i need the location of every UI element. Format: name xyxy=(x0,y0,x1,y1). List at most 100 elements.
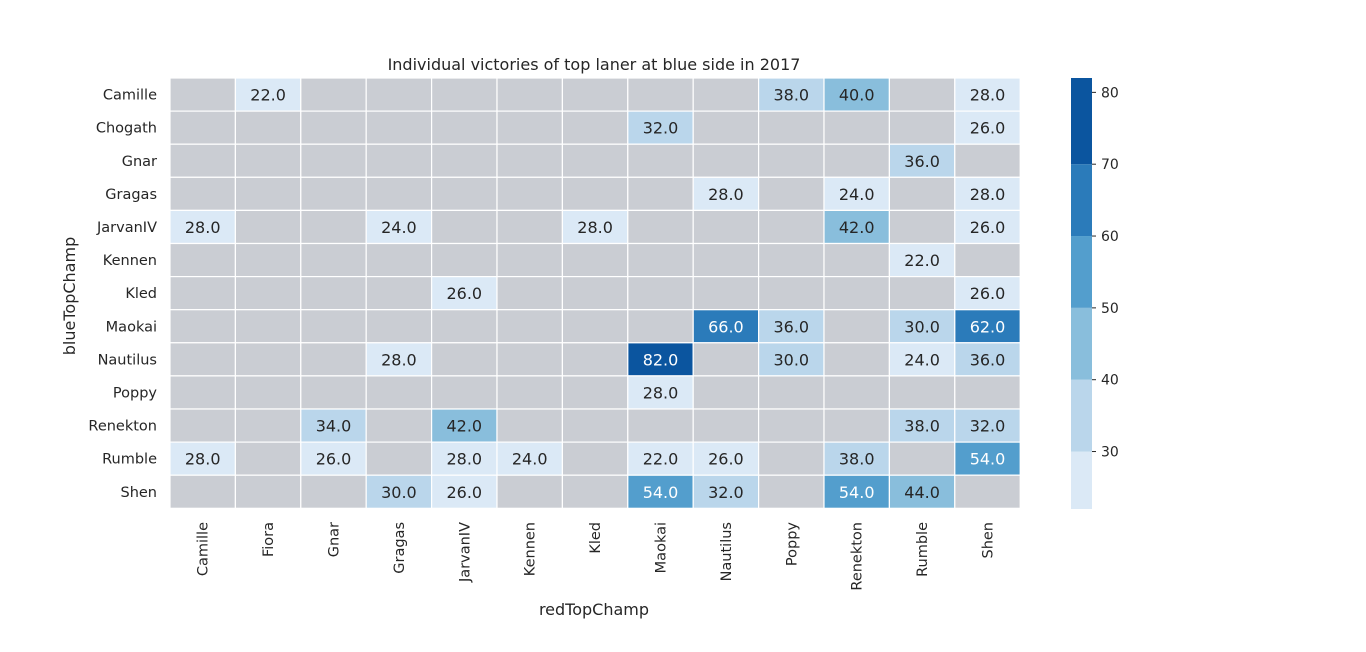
colorbar-tick-label: 80 xyxy=(1101,85,1119,101)
cell-value-labels: 22.0 38.0 40.0 28.0 32.0 26.0 36.0 28.0 24.0 28.0… xyxy=(185,86,1005,502)
heatmap-cell xyxy=(888,209,956,245)
heatmap-cell xyxy=(365,242,433,278)
heatmap-cell xyxy=(234,209,302,245)
heatmap-cell xyxy=(300,143,367,178)
heatmap-cell xyxy=(692,342,760,377)
heatmap-cell xyxy=(954,110,1021,145)
heatmap-cell xyxy=(365,309,433,344)
cell-value-label: 28.0 xyxy=(643,383,679,402)
cell-value-label: 40.0 xyxy=(839,86,875,105)
heatmap-cell xyxy=(888,242,956,278)
heatmap-cell xyxy=(757,242,825,278)
heatmap-cell xyxy=(823,375,891,410)
heatmap-cell xyxy=(496,77,564,112)
y-axis-label: blueTopChamp xyxy=(60,237,79,355)
heatmap-cell xyxy=(692,309,760,344)
cell-value-label: 38.0 xyxy=(839,450,875,469)
cell-value-label: 54.0 xyxy=(970,450,1006,469)
heatmap-cell xyxy=(692,143,760,178)
heatmap-cell xyxy=(300,375,367,410)
x-tick-label: Fiora xyxy=(261,522,277,557)
heatmap-cell xyxy=(888,176,956,212)
cell-value-label: 30.0 xyxy=(773,350,809,369)
heatmap-cell xyxy=(692,77,760,112)
heatmap-cell xyxy=(888,276,956,311)
heatmap-cell xyxy=(169,276,237,311)
heatmap-cell xyxy=(169,242,237,278)
x-tick-label: Camille xyxy=(196,522,212,576)
heatmap-cell xyxy=(234,441,302,476)
colorbar-tick-label: 60 xyxy=(1101,229,1119,245)
heatmap-cell xyxy=(627,309,694,344)
heatmap-cell xyxy=(757,209,825,245)
cell-value-label: 28.0 xyxy=(970,86,1006,105)
heatmap-cell xyxy=(692,110,760,145)
heatmap-cell xyxy=(365,441,433,476)
heatmap-cell xyxy=(692,176,760,212)
heatmap-cell xyxy=(561,441,629,476)
heatmap-cell xyxy=(888,110,956,145)
heatmap-cell xyxy=(954,342,1021,377)
heatmap-cell xyxy=(627,375,694,410)
heatmap-cell xyxy=(954,309,1021,344)
heatmap-cell xyxy=(365,276,433,311)
heatmap-cell xyxy=(169,342,237,377)
cell-value-label: 24.0 xyxy=(381,218,417,237)
cell-value-label: 24.0 xyxy=(839,185,875,204)
heatmap-cell xyxy=(954,143,1021,178)
heatmap-cell xyxy=(234,77,302,112)
heatmap-cell xyxy=(496,309,564,344)
heatmap-cell xyxy=(954,474,1021,509)
heatmap-cell xyxy=(823,474,891,509)
heatmap-cell xyxy=(954,242,1021,278)
cell-value-label: 28.0 xyxy=(970,185,1006,204)
heatmap-cell xyxy=(234,276,302,311)
heatmap-cell xyxy=(300,276,367,311)
y-tick-label: Chogath xyxy=(96,121,157,137)
heatmap-cell xyxy=(757,77,825,112)
colorbar-tick-label: 40 xyxy=(1101,373,1119,389)
heatmap-cell xyxy=(561,342,629,377)
cell-value-label: 54.0 xyxy=(839,483,875,502)
heatmap-cell xyxy=(300,110,367,145)
heatmap-cell xyxy=(169,309,237,344)
heatmap-cell xyxy=(627,176,694,212)
colorbar-segment xyxy=(1071,307,1092,380)
y-tick-label: Kennen xyxy=(103,253,157,269)
heatmap-cell xyxy=(169,110,237,145)
heatmap-cell xyxy=(627,143,694,178)
heatmap-cell xyxy=(300,342,367,377)
heatmap-cell xyxy=(627,276,694,311)
cell-value-label: 42.0 xyxy=(446,417,482,436)
cell-value-label: 26.0 xyxy=(446,284,482,303)
chart-title: Individual victories of top laner at blu… xyxy=(388,55,801,74)
heatmap-cell xyxy=(757,309,825,344)
colorbar-segment xyxy=(1071,236,1092,308)
heatmap-cell xyxy=(365,474,433,509)
cell-value-label: 26.0 xyxy=(970,119,1006,138)
heatmap-cell xyxy=(365,143,433,178)
heatmap-cell xyxy=(234,342,302,377)
heatmap-cell xyxy=(757,276,825,311)
cell-value-label: 36.0 xyxy=(970,350,1006,369)
colorbar-segment xyxy=(1071,78,1092,165)
cell-value-label: 28.0 xyxy=(446,450,482,469)
heatmap-cell xyxy=(300,408,367,443)
colorbar-segment xyxy=(1071,379,1092,452)
x-tick-label: Nautilus xyxy=(719,522,735,581)
heatmap-cell xyxy=(431,375,498,410)
heatmap-cell xyxy=(561,408,629,443)
x-tick-label: Kled xyxy=(588,522,604,554)
heatmap-cell xyxy=(365,342,433,377)
cell-value-label: 32.0 xyxy=(708,483,744,502)
cell-value-label: 36.0 xyxy=(904,152,940,171)
y-tick-label: Gnar xyxy=(122,154,157,170)
x-tick-label: JarvanIV xyxy=(457,522,473,583)
heatmap-cell xyxy=(561,176,629,212)
heatmap-cell xyxy=(431,474,498,509)
cell-value-label: 26.0 xyxy=(446,483,482,502)
heatmap-cell xyxy=(365,209,433,245)
heatmap-cell xyxy=(234,110,302,145)
cell-value-label: 26.0 xyxy=(970,284,1006,303)
heatmap-cell xyxy=(365,110,433,145)
